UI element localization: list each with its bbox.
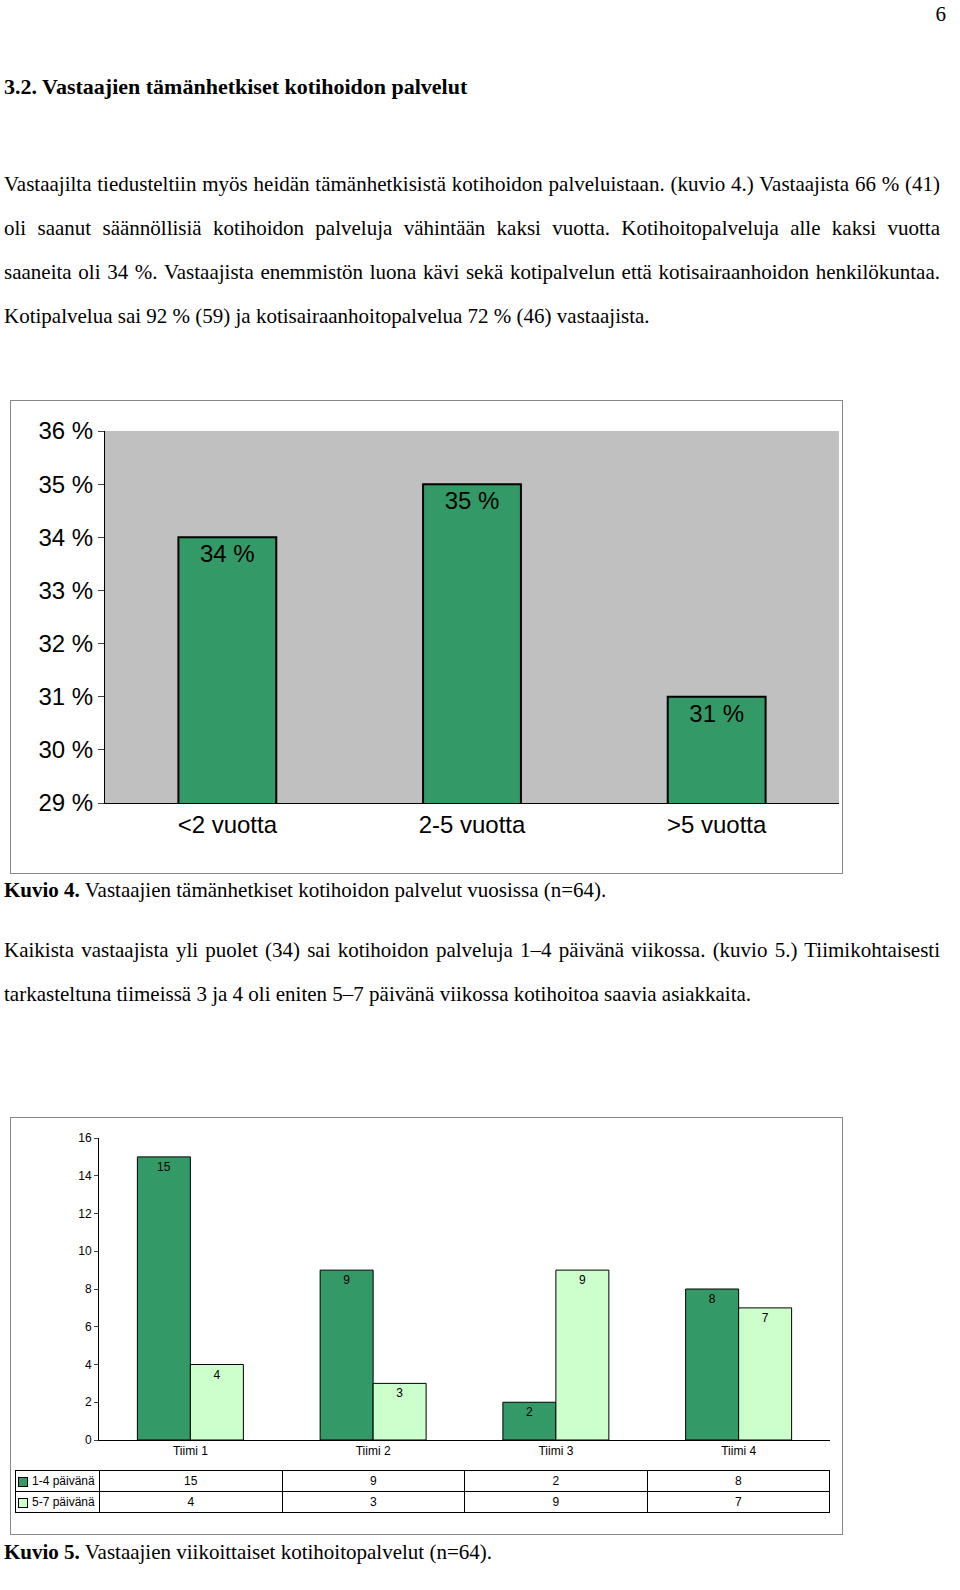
html-text:Vastaajilta tiedusteltiin myös: Vastaajilta tiedusteltiin myös heidän tä… <box>4 172 940 328</box>
html-text:9: 9 <box>552 1495 560 1509</box>
svg-text:10: 10 <box>78 1244 92 1258</box>
svg-text:29 %: 29 % <box>38 789 93 816</box>
svg-text:4: 4 <box>213 1368 220 1382</box>
svg-text:35 %: 35 % <box>445 487 500 514</box>
svg-text:Tiimi 1: Tiimi 1 <box>173 1444 208 1458</box>
html-text:15: 15 <box>184 1474 198 1488</box>
svg-text:Tiimi 2: Tiimi 2 <box>356 1444 391 1458</box>
svg-text:7: 7 <box>762 1311 769 1325</box>
svg-text:2: 2 <box>85 1395 92 1409</box>
svg-text:32 %: 32 % <box>38 630 93 657</box>
svg-text:6: 6 <box>85 1320 92 1334</box>
svg-text:2-5 vuotta: 2-5 vuotta <box>419 811 526 838</box>
svg-text:31 %: 31 % <box>689 700 744 727</box>
svg-text:9: 9 <box>343 1273 350 1287</box>
html-text:9: 9 <box>369 1474 377 1488</box>
svg-text:36 %: 36 % <box>38 417 93 444</box>
html-text:3.2. Vastaajien tämänhetkiset: 3.2. Vastaajien tämänhetkiset kotihoidon… <box>4 74 468 99</box>
html-text:2: 2 <box>552 1474 560 1488</box>
svg-text:34 %: 34 % <box>200 540 255 567</box>
svg-text:9: 9 <box>579 1273 586 1287</box>
svg-text:Tiimi 4: Tiimi 4 <box>721 1444 756 1458</box>
svg-text:30 %: 30 % <box>38 736 93 763</box>
html-text:7: 7 <box>734 1495 742 1509</box>
svg-text:33 %: 33 % <box>38 577 93 604</box>
svg-text:4: 4 <box>85 1358 92 1372</box>
html-text:8: 8 <box>734 1474 742 1488</box>
svg-text:31 %: 31 % <box>38 683 93 710</box>
svg-text:2: 2 <box>526 1405 533 1419</box>
svg-text:Tiimi 3: Tiimi 3 <box>538 1444 573 1458</box>
html-text:Kuvio 4. Vastaajien tämänhetki: Kuvio 4. Vastaajien tämänhetkiset kotiho… <box>4 878 607 902</box>
html-text:Kaikista vastaajista yli puole: Kaikista vastaajista yli puolet (34) sai… <box>4 938 940 1006</box>
html-text:3: 3 <box>369 1495 377 1509</box>
svg-text:8: 8 <box>709 1292 716 1306</box>
svg-text:3: 3 <box>396 1386 403 1400</box>
svg-text:34 %: 34 % <box>38 524 93 551</box>
svg-text:12: 12 <box>78 1207 92 1221</box>
svg-text:<2 vuotta: <2 vuotta <box>178 811 278 838</box>
html-text:Kuvio 5. Vastaajien viikoittai: Kuvio 5. Vastaajien viikoittaiset kotiho… <box>4 1540 492 1564</box>
html-text:5-7 päivänä: 5-7 päivänä <box>32 1495 95 1509</box>
svg-text:35 %: 35 % <box>38 471 93 498</box>
svg-text:16: 16 <box>78 1131 92 1145</box>
svg-text:0: 0 <box>85 1433 92 1447</box>
svg-text:15: 15 <box>157 1160 171 1174</box>
svg-text:8: 8 <box>85 1282 92 1296</box>
svg-text:14: 14 <box>78 1169 92 1183</box>
html-text:1-4 päivänä: 1-4 päivänä <box>32 1474 95 1488</box>
html-text:4: 4 <box>187 1495 195 1509</box>
svg-text:>5 vuotta: >5 vuotta <box>667 811 767 838</box>
html-text:6: 6 <box>935 2 946 26</box>
